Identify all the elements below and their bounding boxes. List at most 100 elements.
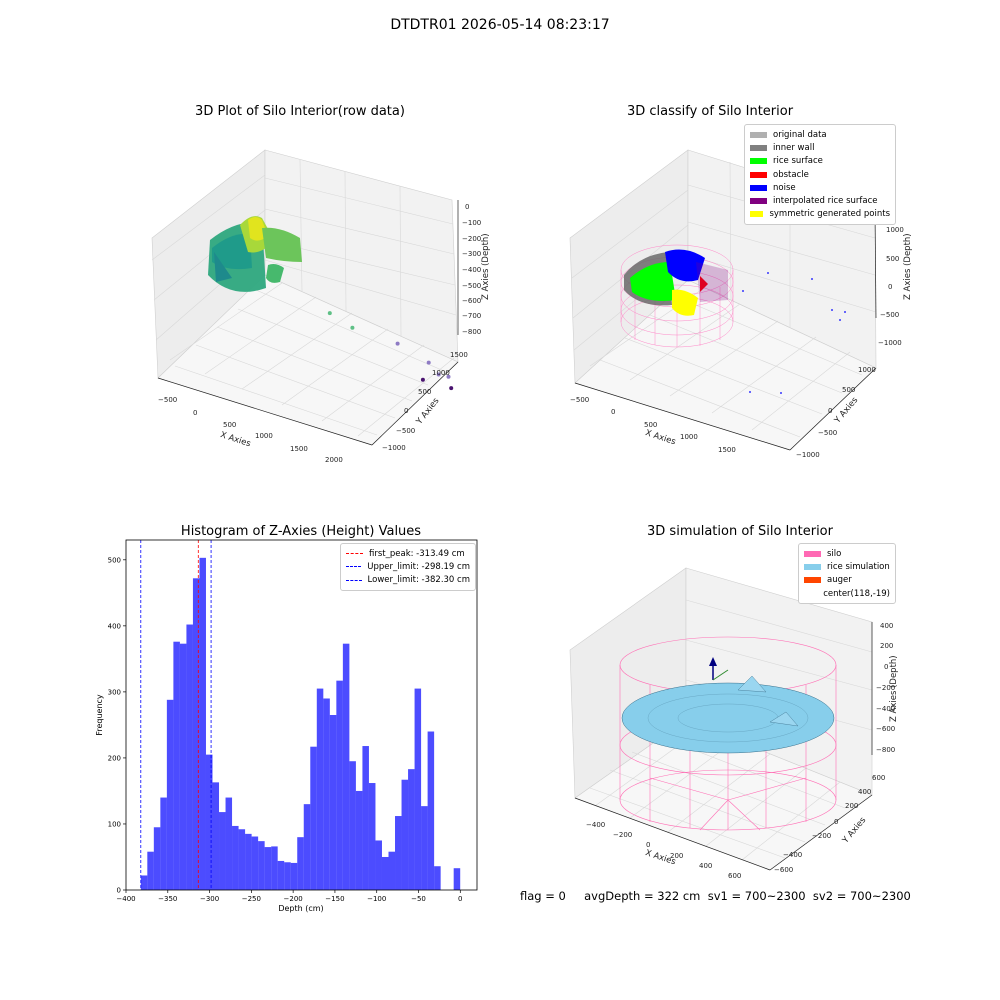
z-tick-label: −800 <box>462 328 481 336</box>
outlier-point <box>449 386 454 391</box>
panel2-z-label: Z Axies (Depth) <box>903 233 913 300</box>
histogram-bar <box>342 643 350 890</box>
histogram-bar <box>205 754 213 890</box>
legend-label: obstacle <box>773 169 809 180</box>
histogram-bar <box>453 868 461 890</box>
legend-label: symmetric generated points <box>769 209 890 220</box>
histogram-bar <box>303 804 311 890</box>
outlier-point <box>436 372 441 377</box>
histogram-bar <box>355 790 363 890</box>
y-tick-label: 1500 <box>450 351 468 359</box>
x-tick-label: −50 <box>411 895 426 903</box>
outlier-point <box>426 360 431 365</box>
histogram-bar <box>245 833 252 890</box>
histogram-bar <box>277 860 285 890</box>
histogram-bar <box>238 829 246 890</box>
z-tick-label: −500 <box>880 311 899 319</box>
z-tick-label: 0 <box>888 283 892 291</box>
y-tick-label: −1000 <box>382 444 406 452</box>
histogram-bar <box>232 825 239 890</box>
panel2-z-ticks: 1000 500 0 −500 −1000 <box>878 226 904 347</box>
z-tick-label: −100 <box>462 219 481 227</box>
y-tick-label: 200 <box>845 802 858 810</box>
y-tick-label: 1000 <box>858 366 876 374</box>
panel2-x-ticks: −500 0 500 1000 1500 <box>570 396 736 454</box>
x-tick-label: 500 <box>644 421 657 429</box>
x-tick-label: −300 <box>200 895 219 903</box>
histogram-bar <box>284 862 291 890</box>
panel1-3d-plot: −500 0 500 1000 1500 2000 X Axies −1000 … <box>151 149 491 464</box>
histogram-bar <box>140 875 148 890</box>
auger-marker <box>709 657 729 681</box>
legend-line <box>346 579 362 581</box>
z-tick-label: −600 <box>876 725 895 733</box>
histogram-bar <box>199 557 206 890</box>
histogram-bar <box>395 816 402 890</box>
histogram-bar <box>368 783 376 890</box>
outlier-point <box>395 341 400 346</box>
y-tick-label: −1000 <box>796 451 820 459</box>
x-tick-label: −400 <box>586 821 605 829</box>
panel4-z-ticks: 400 200 0 −200 −400 −600 −800 <box>876 622 895 754</box>
histogram-bar <box>401 779 409 890</box>
histogram-bar <box>297 837 304 890</box>
x-tick-label: −350 <box>158 895 177 903</box>
legend-swatch <box>804 563 821 570</box>
histogram-y-ticks: 0 100 200 300 400 500 <box>108 556 126 895</box>
z-tick-label: 500 <box>886 255 899 263</box>
outlier-point <box>327 311 332 316</box>
legend-swatch <box>804 591 817 597</box>
x-tick-label: −150 <box>325 895 344 903</box>
x-tick-label: 1000 <box>680 433 698 441</box>
z-tick-label: −600 <box>462 297 481 305</box>
histogram-bar <box>362 746 369 890</box>
histogram-bar <box>251 836 259 890</box>
x-tick-label: 500 <box>223 421 236 429</box>
histogram-bar <box>290 862 298 890</box>
histogram-bar <box>375 840 382 890</box>
histogram-bar <box>225 797 233 890</box>
y-tick-label: 0 <box>828 407 832 415</box>
y-tick-label: 500 <box>418 388 431 396</box>
panel1-z-ticks: 0 −100 −200 −300 −400 −500 −600 −700 −80… <box>462 203 481 336</box>
histogram-bar <box>212 782 220 890</box>
x-tick-label: 200 <box>670 852 683 860</box>
x-tick-label: 0 <box>611 408 615 416</box>
y-tick-label: 400 <box>108 622 121 630</box>
z-tick-label: −200 <box>462 235 481 243</box>
panel4-legend: silo rice simulation auger center(118,-1… <box>798 543 896 605</box>
z-tick-label: −300 <box>462 250 481 258</box>
histogram-bar <box>323 698 330 890</box>
panel1-x-label: X Axies <box>219 430 252 449</box>
histogram-bar <box>192 578 200 890</box>
panel1-point-cloud <box>208 216 302 292</box>
histogram-bar <box>421 806 428 890</box>
rice-surface <box>621 675 835 754</box>
x-tick-label: −100 <box>367 895 386 903</box>
histogram-frame <box>125 539 478 891</box>
x-tick-label: −400 <box>116 895 135 903</box>
classified-points <box>624 249 728 316</box>
histogram-bar <box>349 761 356 890</box>
z-tick-label: −400 <box>462 266 481 274</box>
y-tick-label: 400 <box>858 788 871 796</box>
outlier-point <box>446 374 451 379</box>
legend-label: rice surface <box>773 156 823 167</box>
histogram-bar <box>258 841 265 890</box>
legend-swatch <box>750 144 767 151</box>
y-tick-label: 1000 <box>432 369 450 377</box>
y-tick-label: 600 <box>872 774 885 782</box>
y-tick-label: 0 <box>404 407 408 415</box>
histogram-x-label: Depth (cm) <box>278 904 323 913</box>
x-tick-label: 1500 <box>290 445 308 453</box>
panel4-z-label: Z Axies (Depth) <box>889 655 899 722</box>
legend-swatch <box>750 211 764 218</box>
panel1-title: 3D Plot of Silo Interior(row data) <box>195 104 405 119</box>
z-tick-label: 400 <box>880 622 893 630</box>
y-tick-label: −400 <box>783 851 802 859</box>
z-tick-label: 0 <box>884 663 888 671</box>
histogram-bar <box>316 688 324 890</box>
panel4-y-ticks: −600 −400 −200 0 200 400 600 <box>774 774 885 874</box>
figure-title: DTDTR01 2026-05-14 08:23:17 <box>390 17 610 33</box>
y-tick-label: 0 <box>834 818 838 826</box>
